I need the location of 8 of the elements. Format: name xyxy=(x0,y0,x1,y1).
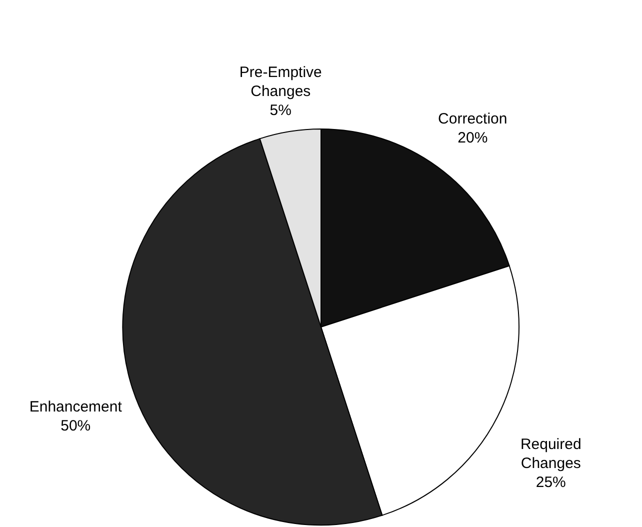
data-label: 5% xyxy=(270,102,292,120)
data-label: 50% xyxy=(60,418,91,435)
data-label: 20% xyxy=(458,129,488,146)
slice-label: Pre-Emptive Changes xyxy=(239,64,322,100)
slice-label: Enhancement xyxy=(29,398,123,416)
slice-label: Required Changes xyxy=(520,436,582,472)
data-label: 25% xyxy=(536,474,566,492)
slice-label: Correction xyxy=(438,110,508,128)
